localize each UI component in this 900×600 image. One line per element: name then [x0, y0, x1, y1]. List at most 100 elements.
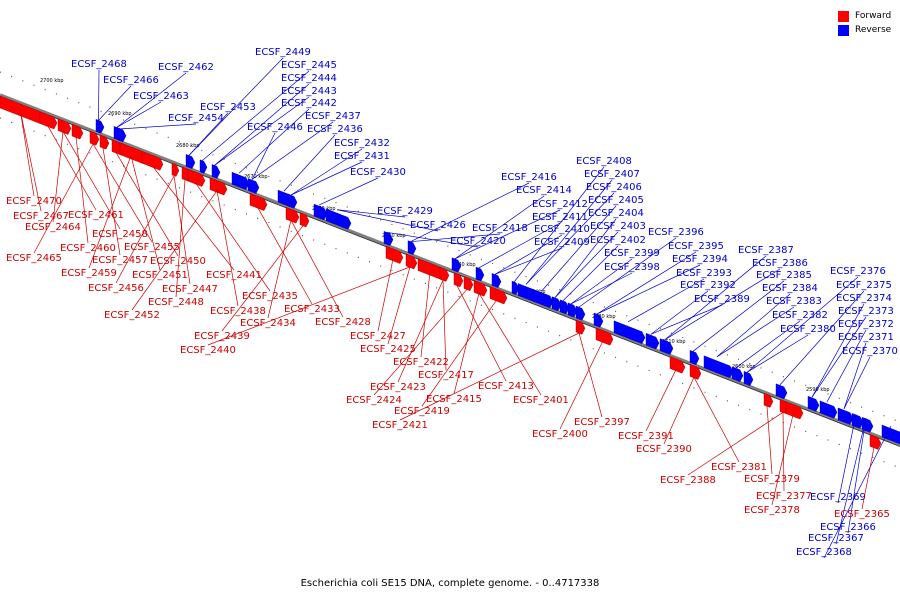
reverse-gene — [313, 203, 328, 221]
forward-leader-line — [267, 220, 292, 319]
forward-gene-label: ECSF_2400 — [532, 429, 588, 440]
reverse-gene-label: ECSF_2431 — [334, 151, 390, 162]
forward-leader-line — [782, 412, 785, 492]
reverse-leader-line — [513, 166, 605, 283]
forward-leader-line — [693, 377, 740, 463]
forward-gene — [209, 177, 228, 196]
reverse-gene — [861, 416, 874, 433]
forward-gene — [463, 276, 474, 292]
forward-gene-label: ECSF_2419 — [394, 406, 450, 417]
reverse-gene — [775, 383, 788, 400]
reverse-gene-label: ECSF_2444 — [281, 73, 337, 84]
reverse-leader-line — [478, 222, 561, 269]
tick-label: 2690 kbp — [108, 111, 132, 117]
reverse-gene-label: ECSF_2445 — [281, 60, 337, 71]
reverse-gene-label: ECSF_2385 — [756, 270, 812, 281]
forward-leader-line — [399, 332, 580, 421]
reverse-leader-line — [650, 290, 709, 335]
reverse-leader-line — [735, 320, 801, 368]
forward-gene-label: ECSF_2377 — [756, 491, 812, 502]
forward-gene-label: ECSF_2435 — [242, 291, 298, 302]
reverse-gene-label: ECSF_2409 — [534, 237, 590, 248]
reverse-gene-label: ECSF_2403 — [590, 221, 646, 232]
reverse-leader-line — [336, 209, 439, 232]
forward-gene — [187, 168, 206, 187]
reverse-gene-label: ECSF_2402 — [590, 235, 646, 246]
forward-gene — [249, 192, 268, 211]
reverse-gene-label: ECSF_2418 — [472, 223, 528, 234]
reverse-leader-line — [318, 177, 379, 206]
reverse-leader-line — [201, 70, 310, 162]
forward-gene-label: ECSF_2458 — [92, 229, 148, 240]
forward-gene — [689, 364, 702, 380]
forward-leader-line — [115, 152, 179, 257]
legend-item-reverse: Reverse — [838, 23, 891, 37]
reverse-gene — [287, 193, 298, 209]
reverse-leader-line — [716, 306, 795, 358]
forward-gene — [489, 286, 508, 305]
forward-gene — [171, 162, 180, 177]
forward-gene-label: ECSF_2465 — [6, 253, 62, 264]
forward-gene-label: ECSF_2448 — [148, 297, 204, 308]
reverse-leader-line — [847, 418, 867, 534]
forward-leader-line — [456, 285, 507, 382]
forward-gene-label: ECSF_2460 — [60, 243, 116, 254]
forward-gene-label: ECSF_2421 — [372, 420, 428, 431]
reverse-gene-label: ECSF_2367 — [808, 533, 864, 544]
tick-label: 2620 kbp — [592, 314, 616, 320]
forward-gene — [669, 356, 686, 374]
reverse-leader-line — [811, 316, 867, 398]
reverse-gene — [491, 273, 502, 288]
forward-gene — [453, 272, 464, 288]
reverse-gene-label: ECSF_2370 — [842, 346, 898, 357]
forward-leader-line — [33, 143, 94, 254]
tick-label: 2640 kbp — [452, 262, 476, 268]
reverse-gene-label: ECSF_2372 — [838, 319, 894, 330]
forward-gene-label: ECSF_2441 — [206, 270, 262, 281]
reverse-gene-label: ECSF_2405 — [588, 195, 644, 206]
forward-gene-label: ECSF_2417 — [418, 370, 474, 381]
forward-leader-line — [442, 280, 447, 371]
forward-gene — [405, 253, 418, 270]
reverse-gene-label: ECSF_2408 — [576, 156, 632, 167]
forward-gene — [763, 392, 774, 408]
forward-gene-label: ECSF_2424 — [346, 395, 402, 406]
reverse-gene — [567, 302, 578, 318]
forward-leader-line — [52, 131, 64, 223]
reverse-leader-line — [554, 218, 617, 298]
forward-gene — [141, 150, 164, 171]
forward-leader-line — [19, 108, 42, 212]
forward-leader-line — [766, 406, 773, 475]
forward-gene — [57, 118, 72, 135]
reverse-gene-label: ECSF_2404 — [588, 208, 644, 219]
forward-gene — [89, 130, 100, 146]
reverse-gene-label: ECSF_2398 — [604, 262, 660, 273]
forward-gene-label: ECSF_2388 — [660, 475, 716, 486]
reverse-leader-line — [525, 192, 615, 285]
reverse-gene-label: ECSF_2466 — [103, 75, 159, 86]
forward-gene-label: ECSF_2391 — [618, 431, 674, 442]
reverse-gene — [593, 312, 604, 328]
reverse-gene-label: ECSF_2384 — [762, 283, 818, 294]
reverse-leader-line — [494, 234, 563, 275]
forward-gene-label: ECSF_2456 — [88, 283, 144, 294]
reverse-leader-line — [454, 209, 561, 260]
reverse-leader-line — [98, 85, 132, 121]
reverse-leader-line — [664, 268, 781, 340]
reverse-leader-line — [570, 272, 633, 305]
forward-gene-label: ECSF_2378 — [744, 505, 800, 516]
reverse-gene-label: ECSF_2449 — [255, 47, 311, 58]
reverse-gene-label: ECSF_2374 — [836, 293, 892, 304]
forward-leader-line — [453, 293, 480, 395]
reverse-gene — [383, 231, 394, 246]
forward-leader-line — [216, 190, 239, 307]
legend-label-reverse: Reverse — [855, 25, 892, 35]
reverse-leader-line — [120, 123, 197, 130]
reverse-leader-line — [746, 334, 809, 373]
forward-leader-line — [19, 108, 35, 197]
reverse-gene — [613, 320, 646, 344]
reverse-gene-label: ECSF_2436 — [307, 124, 363, 135]
reverse-gene — [731, 366, 744, 383]
